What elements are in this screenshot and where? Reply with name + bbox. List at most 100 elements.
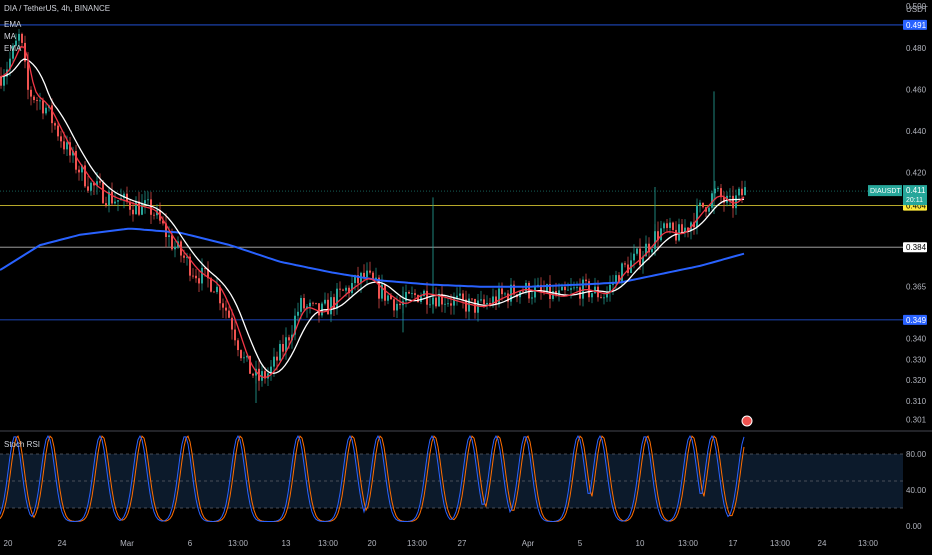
candle-body — [624, 263, 626, 265]
legend-ema-fast[interactable]: EMA — [4, 20, 22, 29]
candle-body — [396, 303, 398, 311]
candle-body — [36, 100, 38, 101]
candle-body — [327, 299, 329, 315]
price-axis-tick: 0.440 — [906, 127, 927, 136]
candle-body — [3, 76, 5, 86]
candle-body — [468, 298, 470, 312]
candle-body — [117, 200, 119, 202]
time-axis-tick: 13:00 — [407, 539, 428, 548]
candle-body — [24, 42, 26, 62]
candle-body — [570, 288, 572, 290]
candle-body — [441, 293, 443, 305]
candle-body — [324, 299, 326, 304]
candle-body — [339, 288, 341, 290]
candle-body — [225, 307, 227, 311]
time-axis-tick: 13:00 — [318, 539, 339, 548]
candle-body — [648, 243, 650, 253]
candle-body — [717, 188, 719, 189]
candle-body — [51, 105, 53, 124]
candle-body — [549, 284, 551, 299]
candle-body — [405, 292, 407, 302]
candle-body — [480, 299, 482, 301]
candle-body — [54, 123, 56, 126]
candle-body — [546, 284, 548, 293]
candle-body — [165, 223, 167, 237]
candle-body — [459, 293, 461, 296]
candle-body — [504, 293, 506, 295]
candle-body — [429, 304, 431, 306]
price-badge-bg — [903, 19, 927, 30]
candle-body — [252, 373, 254, 376]
candle-body — [72, 151, 74, 156]
candle-body — [93, 182, 95, 186]
candle-body — [588, 281, 590, 298]
legend-ema-slow[interactable]: EMA — [4, 44, 22, 53]
candle-body — [627, 264, 629, 273]
candle-body — [141, 203, 143, 215]
symbol-badge-bg — [868, 185, 902, 197]
candle-body — [129, 201, 131, 210]
price-axis-tick: 0.365 — [906, 283, 927, 292]
price-axis-tick: 0.500 — [906, 2, 927, 11]
candle-body — [663, 223, 665, 229]
candle-body — [639, 248, 641, 266]
candle-body — [453, 297, 455, 306]
candle-body — [567, 289, 569, 291]
candle-body — [633, 253, 635, 261]
candle-body — [678, 224, 680, 241]
candle-body — [645, 243, 647, 257]
candle-body — [348, 287, 350, 294]
candle-body — [357, 275, 359, 284]
candle-body — [642, 256, 644, 266]
candle-body — [261, 371, 263, 381]
time-axis-tick: 27 — [458, 539, 467, 548]
candle-body — [582, 279, 584, 299]
candle-body — [162, 220, 164, 224]
price-axis-tick: 0.340 — [906, 335, 927, 344]
candle-body — [234, 329, 236, 341]
candle-body — [366, 270, 368, 277]
candle-body — [513, 284, 515, 295]
candle-body — [69, 142, 71, 156]
candle-body — [699, 202, 701, 206]
time-axis-tick: 13 — [282, 539, 291, 548]
candle-body — [192, 275, 194, 277]
candle-body — [381, 284, 383, 299]
candle-body — [606, 291, 608, 298]
candle-body — [42, 100, 44, 114]
stoch-k-line — [0, 434, 745, 523]
candle-body — [591, 293, 593, 298]
candle-body — [576, 287, 578, 289]
candle-body — [288, 337, 290, 341]
candle-body — [276, 356, 278, 361]
time-axis-tick: 5 — [578, 539, 583, 548]
candle-body — [669, 222, 671, 228]
candle-body — [273, 356, 275, 367]
candle-body — [486, 303, 488, 305]
candle-body — [171, 235, 173, 250]
price-axis-tick: 0.310 — [906, 397, 927, 406]
candle-body — [264, 371, 266, 379]
candle-body — [303, 298, 305, 309]
candle-body — [279, 343, 281, 361]
candle-body — [372, 272, 374, 280]
symbol-title: DIA / TetherUS, 4h, BINANCE — [4, 4, 111, 13]
legend-ma[interactable]: MA — [4, 32, 16, 41]
candle-body — [636, 248, 638, 254]
candle-body — [693, 222, 695, 228]
time-axis-tick: 13:00 — [678, 539, 699, 548]
candle-body — [351, 283, 353, 294]
candle-body — [411, 293, 413, 294]
time-axis-tick: 10 — [636, 539, 645, 548]
candle-body — [111, 191, 113, 204]
event-flag-icon[interactable] — [741, 415, 753, 427]
candle-body — [681, 224, 683, 233]
candle-body — [207, 268, 209, 279]
candle-body — [336, 288, 338, 309]
candle-body — [300, 298, 302, 312]
candle-body — [573, 287, 575, 289]
candle-body — [561, 286, 563, 291]
candle-body — [534, 286, 536, 298]
